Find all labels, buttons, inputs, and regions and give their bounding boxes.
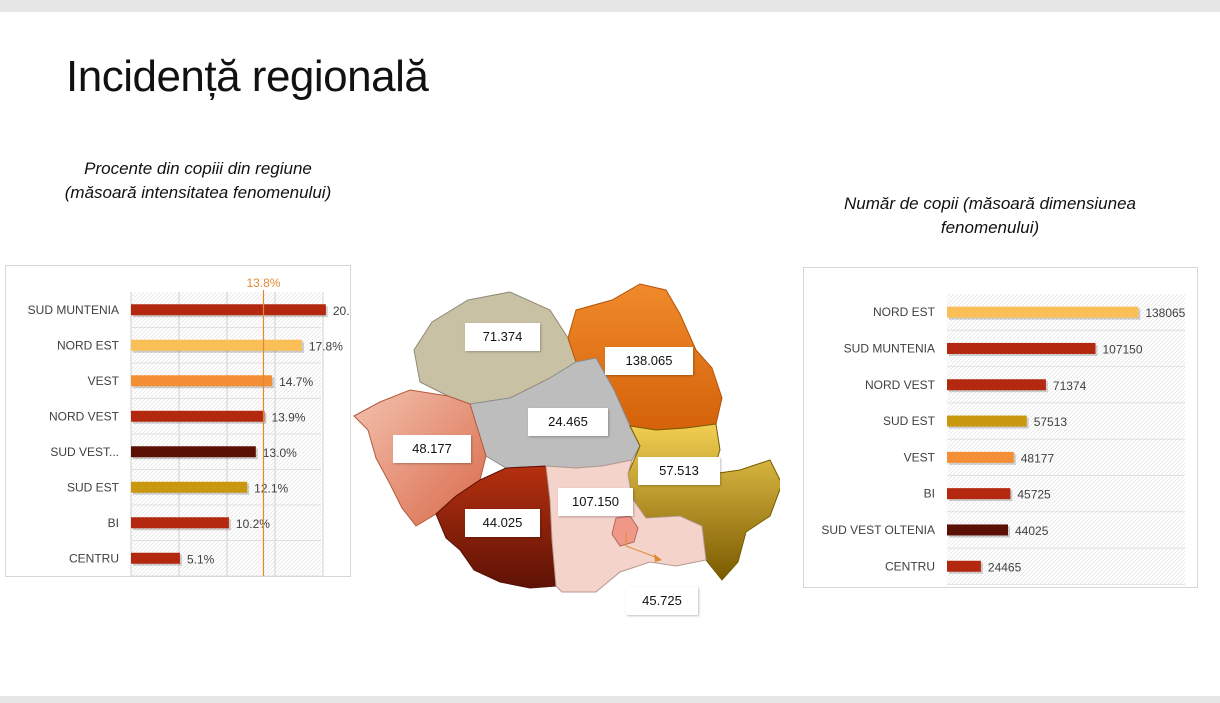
category-label: CENTRU <box>885 559 935 573</box>
bar <box>131 375 272 386</box>
category-label: SUD EST <box>883 414 936 428</box>
right-chart-subtitle: Număr de copii (măsoară dimensiunea feno… <box>790 192 1190 240</box>
bar <box>131 340 302 351</box>
bar <box>131 411 264 422</box>
bar <box>947 416 1027 427</box>
bar <box>947 561 981 572</box>
value-label: 107150 <box>1102 342 1142 356</box>
value-label: 5.1% <box>187 552 215 566</box>
map-label-vest: 48.177 <box>393 435 471 463</box>
value-label: 24465 <box>988 560 1022 574</box>
map-label-bi: 45.725 <box>626 587 698 615</box>
bar <box>947 307 1138 318</box>
value-label: 17.8% <box>309 339 343 353</box>
slide-title: Incidență regională <box>66 52 428 102</box>
percent-chart: SUD MUNTENIA 20.3% NORD EST 17.8% VEST 14.7% N… <box>5 265 351 577</box>
count-chart-svg: NORD EST 138065 SUD MUNTENIA 107150 NORD VES… <box>804 268 1197 587</box>
bar <box>131 553 180 564</box>
bar <box>947 452 1014 463</box>
map-label-nord-vest: 71.374 <box>465 323 540 351</box>
category-label: NORD VEST <box>865 378 936 392</box>
value-label: 57513 <box>1034 415 1068 429</box>
value-label: 12.1% <box>254 481 288 495</box>
map-label-centru: 24.465 <box>528 408 608 436</box>
map-label-sud-est: 57.513 <box>638 457 720 485</box>
value-label: 14.7% <box>279 375 313 389</box>
value-label: 13.9% <box>271 410 305 424</box>
value-label: 71374 <box>1053 379 1087 393</box>
bar <box>947 379 1046 390</box>
bar <box>131 304 326 315</box>
category-label: SUD VEST OLTENIA <box>821 523 935 537</box>
bar <box>947 343 1095 354</box>
left-chart-subtitle: Procente din copiii din regiune (măsoară… <box>30 157 366 205</box>
category-label: CENTRU <box>69 551 119 565</box>
category-label: VEST <box>904 450 936 464</box>
bar <box>947 488 1010 499</box>
value-label: 138065 <box>1145 306 1185 320</box>
bar <box>131 446 256 457</box>
percent-chart-svg: SUD MUNTENIA 20.3% NORD EST 17.8% VEST 14.7% N… <box>6 266 350 576</box>
value-label: 10.2% <box>236 517 270 531</box>
value-label: 45725 <box>1017 488 1051 502</box>
value-label: 13.0% <box>263 446 297 460</box>
map-label-nord-est: 138.065 <box>605 347 693 375</box>
category-label: SUD MUNTENIA <box>28 303 119 317</box>
value-label: 48177 <box>1021 451 1055 465</box>
value-label: 44025 <box>1015 524 1049 538</box>
category-label: NORD VEST <box>49 409 120 423</box>
bar <box>947 524 1008 535</box>
category-label: NORD EST <box>873 305 936 319</box>
category-label: SUD VEST... <box>50 445 119 459</box>
reference-label: 13.8% <box>246 276 280 290</box>
map-label-sud-muntenia: 107.150 <box>558 488 633 516</box>
category-label: VEST <box>88 374 120 388</box>
slide: Incidență regională Procente din copiii … <box>0 12 1220 696</box>
category-label: BI <box>924 487 935 501</box>
category-label: BI <box>108 516 119 530</box>
right-chart-subtitle-line1: Număr de copii (măsoară dimensiunea <box>790 192 1190 216</box>
count-chart: NORD EST 138065 SUD MUNTENIA 107150 NORD VES… <box>803 267 1198 588</box>
category-label: SUD EST <box>67 480 120 494</box>
value-label: 20.3% <box>333 304 350 318</box>
category-label: NORD EST <box>57 338 120 352</box>
bar <box>131 517 229 528</box>
category-label: SUD MUNTENIA <box>844 341 935 355</box>
map-label-sud-vest-oltenia: 44.025 <box>465 509 540 537</box>
right-chart-subtitle-line2: fenomenului) <box>790 216 1190 240</box>
bar <box>131 482 247 493</box>
